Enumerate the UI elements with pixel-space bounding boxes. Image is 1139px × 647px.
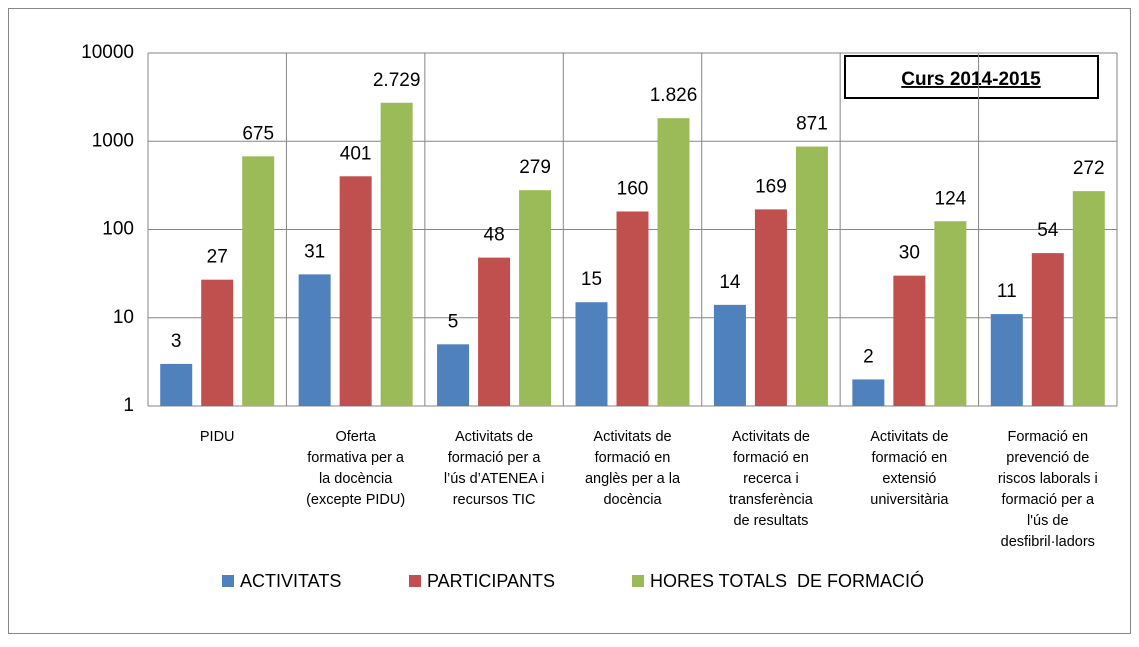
annotation-box: [844, 55, 1099, 99]
bar: [437, 344, 470, 406]
x-tick-label: Formació en prevenció de riscos laborals i…: [998, 429, 1098, 550]
value-label: 15: [581, 269, 602, 290]
bar: [893, 275, 926, 406]
x-tick-label: Oferta formativa per a la docència (excepte…: [306, 429, 405, 508]
bar: [657, 118, 690, 407]
bar: [795, 146, 828, 406]
value-label: 5: [448, 311, 459, 332]
bar: [934, 221, 967, 406]
bar: [990, 314, 1023, 406]
bar: [201, 279, 234, 406]
y-tick-label: 10000: [81, 42, 134, 63]
y-tick-label: 1: [123, 395, 134, 416]
value-label: 2.729: [373, 70, 421, 91]
bar: [339, 176, 372, 406]
value-label: 3: [171, 331, 182, 352]
y-tick-label: 1000: [92, 130, 134, 151]
bar: [616, 211, 649, 406]
x-tick-label: Activitats de formació en extensió universi…: [870, 429, 949, 508]
legend-label: HORES TOTALS DE FORMACIÓ: [650, 570, 924, 591]
bar: [713, 304, 746, 406]
legend-swatch: [409, 575, 421, 587]
bar: [1031, 253, 1064, 406]
bar: [519, 190, 552, 406]
value-label: 871: [796, 114, 828, 135]
bar: [298, 274, 331, 406]
value-label: 160: [617, 179, 649, 200]
legend-label: ACTIVITATS: [240, 571, 341, 591]
y-tick-label: 100: [102, 219, 134, 240]
value-label: 54: [1037, 220, 1059, 241]
bar: [478, 257, 511, 406]
value-label: 279: [519, 157, 551, 178]
value-label: 48: [484, 225, 505, 246]
legend-swatch: [632, 575, 644, 587]
value-label: 169: [755, 176, 787, 197]
bar: [754, 209, 787, 406]
value-label: 30: [899, 243, 920, 264]
x-tick-label: Activitats de formació per a l’ús d’ATENEA…: [444, 429, 544, 508]
value-label: 1.826: [650, 85, 698, 106]
value-label: 675: [242, 123, 274, 144]
value-label: 272: [1073, 158, 1105, 179]
bar: [242, 156, 275, 406]
value-label: 31: [304, 241, 325, 262]
x-tick-label: PIDU: [200, 429, 235, 445]
annotation: Curs 2014-2015: [901, 69, 1041, 90]
legend-label: PARTICIPANTS: [427, 571, 555, 591]
value-label: 124: [935, 188, 967, 209]
bar: [575, 302, 608, 406]
x-tick-label: Activitats de formació en recerca i transfe…: [729, 429, 814, 529]
bar: [1072, 191, 1105, 406]
bar: [852, 379, 885, 406]
value-label: 14: [719, 272, 741, 293]
legend-swatch: [222, 575, 234, 587]
value-label: 2: [863, 346, 874, 367]
value-label: 11: [997, 281, 1017, 302]
value-label: 401: [340, 143, 372, 164]
y-tick-label: 10: [113, 307, 134, 328]
bar: [380, 102, 413, 406]
value-label: 27: [207, 247, 228, 268]
x-tick-label: Activitats de formació en anglès per a la d…: [585, 429, 681, 508]
bar: [160, 363, 193, 406]
